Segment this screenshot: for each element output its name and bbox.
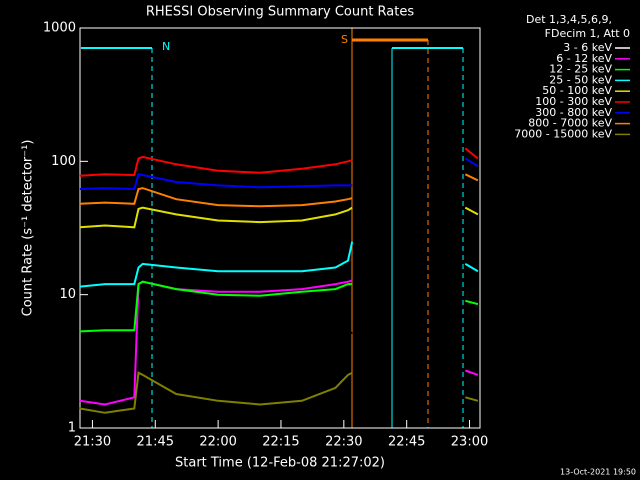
legend-label: 7000 - 15000 keV bbox=[514, 127, 612, 140]
chart-title: RHESSI Observing Summary Count Rates bbox=[146, 5, 415, 20]
footer: 13-Oct-2021 19:50 bbox=[560, 468, 636, 477]
x-tick-label: 22:00 bbox=[199, 435, 236, 450]
legend-label: 300 - 800 keV bbox=[535, 106, 612, 119]
x-tick-label: 22:30 bbox=[325, 435, 362, 450]
y-axis-label: Count Rate (s⁻¹ detector⁻¹) bbox=[21, 140, 36, 317]
plot-frame bbox=[79, 27, 481, 429]
x-tick-label: 22:45 bbox=[388, 435, 425, 450]
legend-label: 100 - 300 keV bbox=[535, 95, 612, 108]
series-line bbox=[79, 279, 479, 406]
x-tick-label: 21:30 bbox=[74, 435, 111, 450]
series-line bbox=[79, 327, 353, 410]
annotation: N bbox=[162, 40, 170, 53]
y-tick-label: 10 bbox=[59, 287, 76, 302]
series-line bbox=[79, 280, 479, 333]
legend-label: 25 - 50 keV bbox=[549, 73, 612, 86]
legend-title: FDecim 1, Att 0 bbox=[545, 27, 630, 40]
y-tick-label: 100 bbox=[51, 154, 76, 169]
x-tick-label: 22:15 bbox=[262, 435, 299, 450]
legend-label: 12 - 25 keV bbox=[549, 63, 612, 76]
legend-title: Det 1,3,4,5,6,9, bbox=[526, 13, 612, 26]
series-line bbox=[79, 147, 479, 177]
series-line bbox=[79, 206, 479, 229]
x-tick-label: 23:00 bbox=[451, 435, 488, 450]
legend-label: 50 - 100 keV bbox=[542, 84, 612, 97]
annotation: S bbox=[341, 33, 348, 46]
x-tick-label: 21:45 bbox=[137, 435, 174, 450]
series-line bbox=[79, 173, 479, 208]
legend-label: 3 - 6 keV bbox=[563, 41, 612, 54]
y-tick-label: 1 bbox=[68, 421, 76, 436]
legend-label: 800 - 7000 keV bbox=[528, 117, 612, 130]
series-line bbox=[79, 241, 479, 288]
series-line bbox=[79, 371, 479, 414]
legend-label: 6 - 12 keV bbox=[556, 52, 612, 65]
x-axis-label: Start Time (12-Feb-08 21:27:02) bbox=[175, 456, 385, 471]
series-line bbox=[79, 157, 479, 191]
y-tick-label: 1000 bbox=[43, 21, 76, 36]
